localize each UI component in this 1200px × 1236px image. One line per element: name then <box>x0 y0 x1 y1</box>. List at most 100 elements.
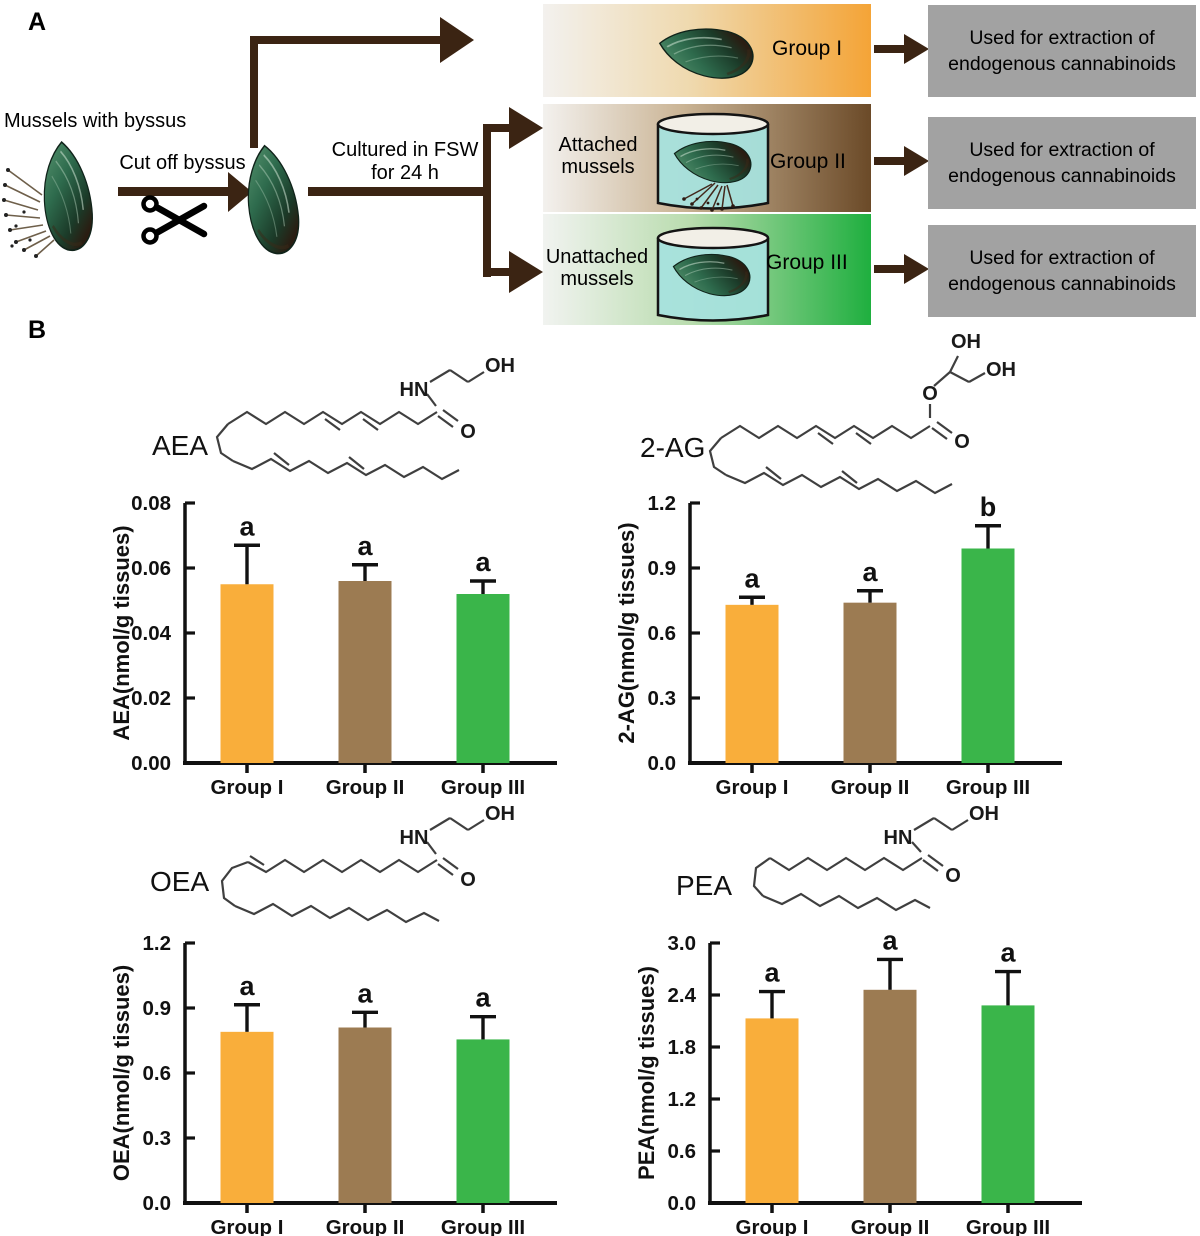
y-axis-label: 2-AG(nmol/g tissues) <box>614 522 639 743</box>
result-text-1: Used for extraction of endogenous cannab… <box>948 27 1176 75</box>
cultured-fsw-line2: for 24 h <box>371 162 439 184</box>
y-tick-label: 0.6 <box>668 1140 697 1163</box>
molecule-label-pea: PEA <box>676 870 733 901</box>
oea-carbonyl-label: O <box>460 869 476 891</box>
cut-off-byssus-label: Cut off byssus <box>119 152 246 174</box>
2ag-hydroxyl2-label: OH <box>986 359 1016 381</box>
y-tick-label: 0.0 <box>143 1192 172 1215</box>
2ag-carbonyl-label: O <box>954 431 970 453</box>
mussel-with-byssus-icon <box>2 137 100 258</box>
group-2-label: Group II <box>770 150 846 173</box>
significance-label: a <box>882 935 898 955</box>
oea-skeleton <box>220 817 485 924</box>
group2-beaker-icon <box>656 112 770 212</box>
2ag-hydroxyl1-label: OH <box>951 331 981 353</box>
bar <box>725 604 779 763</box>
arrow-result3-head <box>904 254 929 284</box>
category-label: Group I <box>211 776 284 799</box>
fork-top-shaft <box>491 124 509 132</box>
category-label: Group I <box>211 1216 284 1236</box>
y-tick-label: 0.6 <box>143 1062 172 1085</box>
arrow-result1-shaft <box>874 45 904 53</box>
significance-label: a <box>357 978 373 1008</box>
y-axis-label: AEA(nmol/g tissues) <box>109 525 134 740</box>
significance-label: a <box>764 958 780 988</box>
molecule-label-oea: OEA <box>150 866 210 897</box>
arrow-result2-head <box>904 146 929 176</box>
y-tick-label: 2.4 <box>668 984 697 1007</box>
bar <box>456 1039 510 1203</box>
bar <box>456 594 510 763</box>
source-mussels-label: Mussels with byssus <box>4 110 187 132</box>
bar <box>863 989 917 1203</box>
group1-mussel-icon <box>654 20 758 85</box>
scissors-icon <box>141 195 208 245</box>
arrow-cut-shaft <box>118 187 228 196</box>
group3-beaker-icon <box>656 226 770 322</box>
arrow-top-segment <box>250 36 440 44</box>
aea-skeleton <box>215 369 485 481</box>
y-tick-label: 1.2 <box>668 1088 697 1111</box>
fork-vertical-bar <box>483 124 491 277</box>
y-tick-label: 1.2 <box>648 495 677 515</box>
bar <box>338 581 392 763</box>
bar <box>961 548 1015 763</box>
y-tick-label: 1.2 <box>143 935 172 955</box>
oea-amide-label: HN <box>400 827 429 849</box>
y-tick-label: 3.0 <box>668 935 697 955</box>
panel-b-label: B <box>28 316 47 344</box>
y-tick-label: 1.8 <box>668 1036 697 1059</box>
significance-label: a <box>357 531 373 561</box>
significance-label: a <box>1000 938 1016 968</box>
arrow-up-segment <box>250 36 258 148</box>
significance-label: a <box>744 563 760 593</box>
beaker-byssus-threads <box>683 182 734 211</box>
significance-label: a <box>862 557 878 587</box>
category-label: Group III <box>946 776 1030 799</box>
y-tick-label: 0.08 <box>131 495 171 515</box>
molecule-label-aea: AEA <box>152 430 209 461</box>
bar-chart-oea: 0.0 0.3 0.6 0.9 1.2 OEA(nmol/g tissues) a Group… <box>109 935 557 1236</box>
bar-chart-2ag: 0.0 0.3 0.6 0.9 1.2 2-AG(nmol/g tissues) a Grou… <box>614 495 1062 799</box>
arrow-result2-shaft <box>874 157 904 165</box>
significance-label: b <box>980 495 997 522</box>
category-label: Group III <box>441 776 525 799</box>
bar-chart-pea: 0.0 0.6 1.2 1.8 2.4 3.0 PEA(nmol/g tissues) a Gr… <box>634 935 1082 1236</box>
arrow-cut-head <box>228 172 252 212</box>
aea-amide-label: HN <box>400 379 429 401</box>
pea-hydroxyl-label: OH <box>969 803 999 825</box>
aea-carbonyl-label: O <box>460 421 476 443</box>
result-text-3: Used for extraction of endogenous cannab… <box>948 247 1176 295</box>
2ag-ester-o-label: O <box>922 383 938 405</box>
bar <box>745 1018 799 1203</box>
arrow-head-unattached <box>509 251 543 293</box>
arrow-head-attached <box>509 107 543 149</box>
category-label: Group II <box>326 776 405 799</box>
y-tick-label: 0.6 <box>648 622 677 645</box>
fork-bottom-shaft <box>491 268 509 276</box>
y-tick-label: 0.00 <box>131 752 171 775</box>
y-tick-label: 0.9 <box>648 557 677 580</box>
unattached-mussels-label: Unattached mussels <box>545 246 649 290</box>
aea-structure-icon: HN OH O <box>215 355 515 481</box>
oea-structure-icon: HN OH O <box>220 803 515 924</box>
arrow-head-group1 <box>440 17 474 63</box>
bar <box>220 584 274 763</box>
significance-label: a <box>239 511 255 541</box>
y-tick-label: 0.0 <box>668 1192 697 1215</box>
bar <box>843 602 897 763</box>
pea-carbonyl-label: O <box>945 865 961 887</box>
category-label: Group I <box>736 1216 809 1236</box>
result-box-2: Used for extraction of endogenous cannab… <box>928 117 1196 209</box>
arrow-culture-shaft <box>308 187 491 196</box>
category-label: Group II <box>831 776 910 799</box>
aea-hydroxyl-label: OH <box>485 355 515 377</box>
group-3-label: Group III <box>766 251 848 274</box>
category-label: Group II <box>851 1216 930 1236</box>
bar-chart-aea: 0.00 0.02 0.04 0.06 0.08 AEA(nmol/g tissues) a… <box>109 495 557 799</box>
molecule-label-2ag: 2-AG <box>640 432 706 463</box>
result-text-2: Used for extraction of endogenous cannab… <box>948 139 1176 187</box>
cultured-fsw-line1: Cultured in FSW <box>331 139 479 161</box>
category-label: Group I <box>716 776 789 799</box>
